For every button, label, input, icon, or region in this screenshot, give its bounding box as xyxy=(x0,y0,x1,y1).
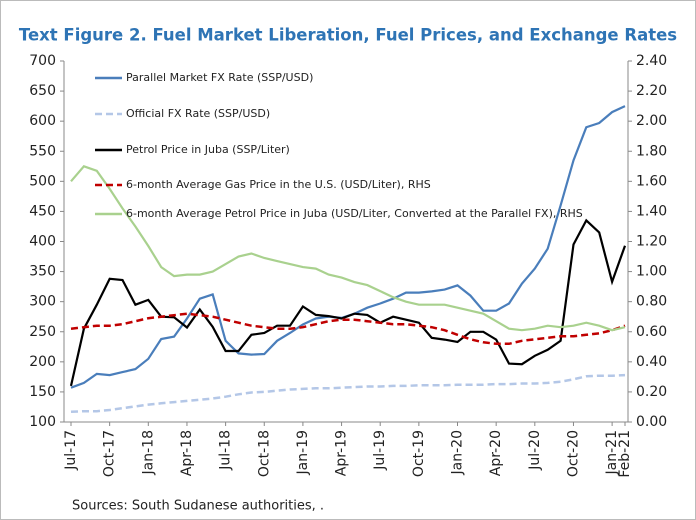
legend-label: 6-month Average Petrol Price in Juba (US… xyxy=(126,207,583,220)
y2-tick-label: 2.20 xyxy=(636,83,667,99)
series-line xyxy=(70,373,626,414)
x-tick-label: Jan-21 xyxy=(604,430,620,475)
y-tick-label: 500 xyxy=(29,173,56,189)
y2-tick-label: 1.60 xyxy=(636,173,667,189)
y-tick-label: 700 xyxy=(29,53,56,69)
x-tick-label: Jan-19 xyxy=(295,430,311,475)
y-tick-label: 300 xyxy=(29,294,56,310)
series-line xyxy=(70,312,626,346)
y-tick-label: 250 xyxy=(29,324,56,340)
y2-tick-label: 1.80 xyxy=(636,143,667,159)
x-tick-label: Oct-17 xyxy=(102,430,118,477)
x-tick-label: Jul-19 xyxy=(372,430,388,471)
y2-tick-label: 0.00 xyxy=(636,414,667,430)
x-tick-label: Oct-19 xyxy=(411,430,427,477)
y-tick-label: 600 xyxy=(29,113,56,129)
legend-label: Official FX Rate (SSP/USD) xyxy=(126,107,270,120)
y-tick-label: 450 xyxy=(29,203,56,219)
y-tick-label: 550 xyxy=(29,143,56,159)
x-tick-label: Apr-18 xyxy=(179,430,195,476)
y2-tick-label: 0.60 xyxy=(636,324,667,340)
source-note: Sources: South Sudanese authorities, . xyxy=(72,499,324,514)
legend-label: Petrol Price in Juba (SSP/Liter) xyxy=(126,143,290,156)
y2-tick-label: 0.20 xyxy=(636,384,667,400)
x-tick-label: Jul-18 xyxy=(218,430,234,471)
y-tick-label: 350 xyxy=(29,264,56,280)
x-tick-label: Oct-18 xyxy=(256,430,272,477)
y2-tick-label: 2.40 xyxy=(636,53,667,69)
y2-tick-label: 0.80 xyxy=(636,294,667,310)
y2-tick-label: 2.00 xyxy=(636,113,667,129)
y2-tick-label: 1.20 xyxy=(636,234,667,250)
x-tick-label: Jan-18 xyxy=(140,430,156,475)
legend-label: 6-month Average Gas Price in the U.S. (U… xyxy=(126,178,431,191)
y-tick-label: 150 xyxy=(29,384,56,400)
x-tick-label: Jul-17 xyxy=(63,430,79,471)
x-tick-label: Jan-20 xyxy=(450,430,466,475)
y-tick-label: 200 xyxy=(29,354,56,370)
y2-tick-label: 1.00 xyxy=(636,264,667,280)
series-line xyxy=(70,165,626,332)
y2-tick-label: 1.40 xyxy=(636,203,667,219)
legend-label: Parallel Market FX Rate (SSP/USD) xyxy=(126,71,313,84)
chart-title: Text Figure 2. Fuel Market Liberation, F… xyxy=(19,26,677,45)
y-tick-label: 100 xyxy=(29,414,56,430)
x-tick-label: Feb-21 xyxy=(617,430,633,478)
x-tick-label: Apr-20 xyxy=(488,430,504,476)
y2-tick-label: 0.40 xyxy=(636,354,667,370)
y-tick-label: 650 xyxy=(29,83,56,99)
y-tick-label: 400 xyxy=(29,234,56,250)
x-tick-label: Apr-19 xyxy=(334,430,350,476)
x-tick-label: Jul-20 xyxy=(527,430,543,471)
x-tick-label: Oct-20 xyxy=(565,430,581,477)
